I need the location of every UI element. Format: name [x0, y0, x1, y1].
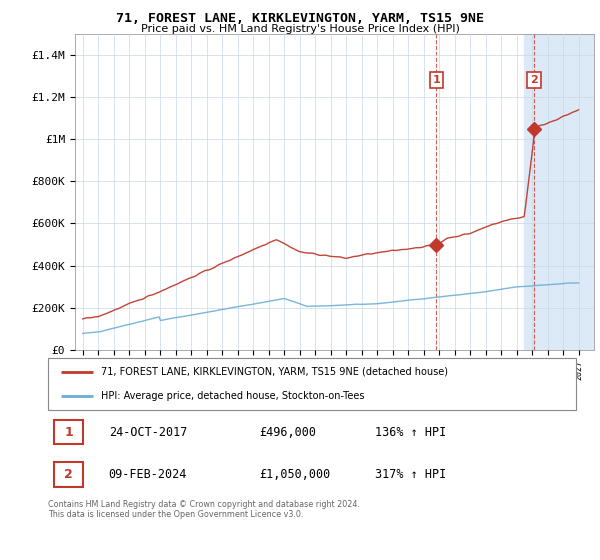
- Text: Price paid vs. HM Land Registry's House Price Index (HPI): Price paid vs. HM Land Registry's House …: [140, 24, 460, 34]
- Text: 136% ↑ HPI: 136% ↑ HPI: [376, 426, 446, 439]
- Text: 09-FEB-2024: 09-FEB-2024: [109, 468, 187, 481]
- Text: £496,000: £496,000: [259, 426, 316, 439]
- Bar: [540, 34, 594, 350]
- Bar: [524, 34, 594, 350]
- Bar: [55, 463, 83, 487]
- Text: £1,050,000: £1,050,000: [259, 468, 331, 481]
- Text: 1: 1: [433, 75, 440, 85]
- Text: HPI: Average price, detached house, Stockton-on-Tees: HPI: Average price, detached house, Stoc…: [101, 391, 364, 401]
- Text: 2: 2: [530, 75, 538, 85]
- Text: 71, FOREST LANE, KIRKLEVINGTON, YARM, TS15 9NE (detached house): 71, FOREST LANE, KIRKLEVINGTON, YARM, TS…: [101, 367, 448, 377]
- Text: 71, FOREST LANE, KIRKLEVINGTON, YARM, TS15 9NE: 71, FOREST LANE, KIRKLEVINGTON, YARM, TS…: [116, 12, 484, 25]
- Text: 1: 1: [64, 426, 73, 439]
- Text: 2: 2: [64, 468, 73, 481]
- Bar: [55, 420, 83, 445]
- Text: 24-OCT-2017: 24-OCT-2017: [109, 426, 187, 439]
- Text: Contains HM Land Registry data © Crown copyright and database right 2024.
This d: Contains HM Land Registry data © Crown c…: [48, 500, 360, 519]
- Text: 317% ↑ HPI: 317% ↑ HPI: [376, 468, 446, 481]
